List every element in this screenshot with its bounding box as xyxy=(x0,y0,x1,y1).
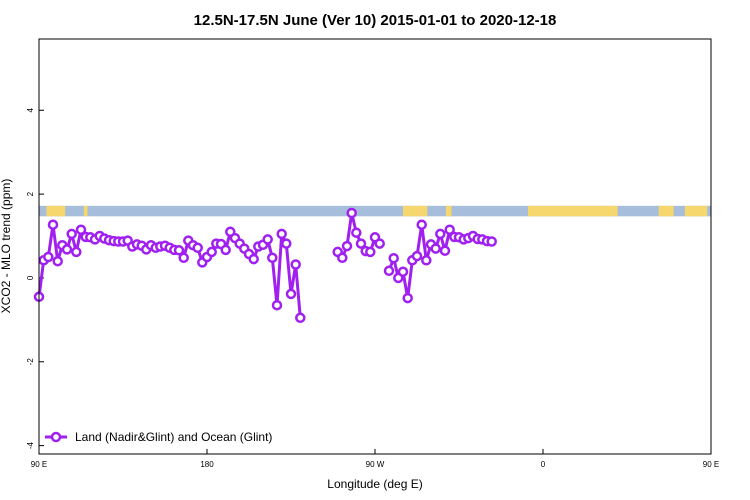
data-point xyxy=(290,259,301,270)
data-point xyxy=(271,299,283,311)
data-point xyxy=(444,224,455,235)
data-point xyxy=(248,253,259,265)
data-point xyxy=(52,255,63,267)
data-point xyxy=(346,207,357,219)
chart-title: 12.5N-17.5N June (Ver 10) 2015-01-01 to … xyxy=(194,12,557,29)
data-point xyxy=(262,234,273,245)
data-point xyxy=(71,246,82,258)
data-point xyxy=(337,252,348,264)
data-point xyxy=(178,252,189,264)
x-tick-label: 180 xyxy=(200,460,214,469)
data-point xyxy=(206,246,217,258)
y-tick-label: -4 xyxy=(26,442,35,450)
y-tick-label: 2 xyxy=(26,191,35,196)
data-point xyxy=(402,292,413,304)
data-point xyxy=(435,228,446,240)
plot-frame xyxy=(38,38,712,455)
data-point xyxy=(276,228,287,240)
data-point xyxy=(430,243,441,254)
land-band-segment xyxy=(403,205,428,217)
land-ocean-band xyxy=(39,205,711,217)
land-band-segment xyxy=(46,205,66,217)
land-band-segment xyxy=(445,205,452,217)
y-tick-label: -2 xyxy=(26,358,35,366)
data-point xyxy=(47,219,59,230)
data-point xyxy=(61,244,73,255)
data-point xyxy=(267,252,278,264)
data-point xyxy=(173,245,185,256)
data-point xyxy=(486,236,497,247)
data-point xyxy=(220,244,231,256)
data-point xyxy=(75,224,87,235)
data-point xyxy=(281,238,292,249)
data-point xyxy=(192,242,203,254)
ocean-band xyxy=(39,205,711,217)
land-band-segment xyxy=(83,205,88,217)
data-point xyxy=(388,252,399,264)
data-point xyxy=(416,219,427,230)
data-point xyxy=(295,312,306,324)
data-point xyxy=(285,288,297,300)
y-tick-label: 4 xyxy=(26,107,35,112)
data-point xyxy=(43,251,54,263)
data-point xyxy=(411,250,423,262)
legend-marker-swatch xyxy=(50,431,62,443)
data-point xyxy=(397,266,409,277)
series-layer xyxy=(33,207,497,324)
data-point xyxy=(341,240,353,252)
x-axis-label: Longitude (deg E) xyxy=(327,477,422,491)
data-point xyxy=(365,246,376,258)
axes: 90 E 180 90 W 0 90 E -4 -2 0 2 4 xyxy=(26,107,719,469)
data-point xyxy=(351,227,362,238)
data-point xyxy=(66,228,77,240)
x-tick-label: 0 xyxy=(541,460,546,469)
x-tick-label: 90 W xyxy=(366,460,385,469)
data-point xyxy=(374,238,385,249)
y-axis-label: XCO2 - MLO trend (ppm) xyxy=(0,179,13,314)
data-point xyxy=(439,245,451,256)
x-tick-label: 90 E xyxy=(703,460,719,469)
land-band-segment xyxy=(528,205,618,217)
series-line xyxy=(37,223,302,318)
y-tick-label: 0 xyxy=(26,275,35,280)
legend-label: Land (Nadir&Glint) and Ocean (Glint) xyxy=(75,430,272,444)
series-line xyxy=(336,211,381,260)
data-point xyxy=(355,238,367,249)
land-band-segment xyxy=(658,205,674,217)
land-band-segment xyxy=(684,205,708,217)
legend: Land (Nadir&Glint) and Ocean (Glint) xyxy=(45,430,272,444)
data-point xyxy=(383,265,395,277)
x-tick-label: 90 E xyxy=(31,460,47,469)
data-point xyxy=(421,255,432,266)
